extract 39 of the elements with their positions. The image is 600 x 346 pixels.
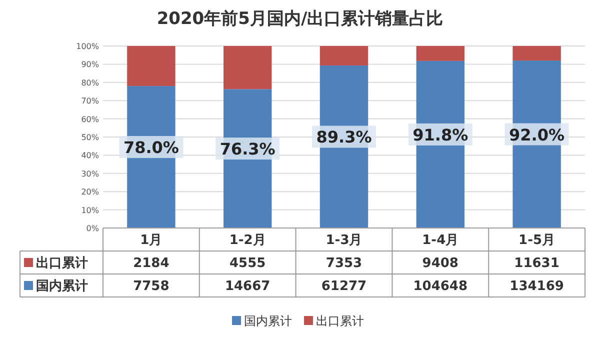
y-tick-label: 40%: [81, 151, 100, 160]
y-tick-label: 50%: [81, 133, 100, 142]
y-tick-label: 90%: [81, 60, 100, 70]
y-tick-label: 20%: [81, 188, 100, 197]
data-label: 91.8%: [412, 125, 468, 144]
legend-label: 出口累计: [36, 256, 88, 271]
x-tick-label: 1-2月: [229, 233, 266, 248]
y-tick-label: 0%: [86, 224, 100, 233]
bar: [320, 46, 368, 66]
y-tick-label: 60%: [81, 114, 100, 124]
y-tick-label: 10%: [81, 206, 100, 215]
text: 11631: [514, 256, 560, 271]
chart-title: 2020年前5月国内/出口累计销量占比: [156, 9, 444, 29]
data-label: 78.0%: [123, 138, 179, 158]
x-tick-label: 1-4月: [422, 233, 459, 248]
text: 4555: [230, 256, 266, 271]
data-label: 92.0%: [509, 125, 565, 144]
y-tick-label: 100%: [76, 42, 100, 51]
y-tick-label: 70%: [81, 96, 100, 106]
text: 9408: [422, 256, 458, 271]
x-tick-label: 1-3月: [326, 233, 362, 248]
y-tick-label: 30%: [81, 169, 100, 178]
text: 7353: [326, 256, 362, 271]
x-tick-label: 1-5月: [518, 233, 556, 248]
data-label: 89.3%: [316, 128, 372, 147]
text: 7758: [133, 279, 170, 294]
text: 134169: [510, 279, 564, 294]
bar: [127, 46, 176, 86]
text: 2184: [133, 256, 170, 271]
bar: [224, 46, 272, 90]
text: 61277: [321, 279, 367, 294]
y-tick-label: 80%: [81, 78, 100, 88]
bar: [512, 46, 561, 61]
x-tick-label: 1月: [140, 233, 162, 248]
text: 14667: [224, 279, 270, 294]
text: 104648: [413, 279, 468, 294]
legend-label: 国内累计: [36, 279, 88, 294]
bar: [416, 46, 464, 61]
data-label: 76.3%: [220, 140, 276, 159]
